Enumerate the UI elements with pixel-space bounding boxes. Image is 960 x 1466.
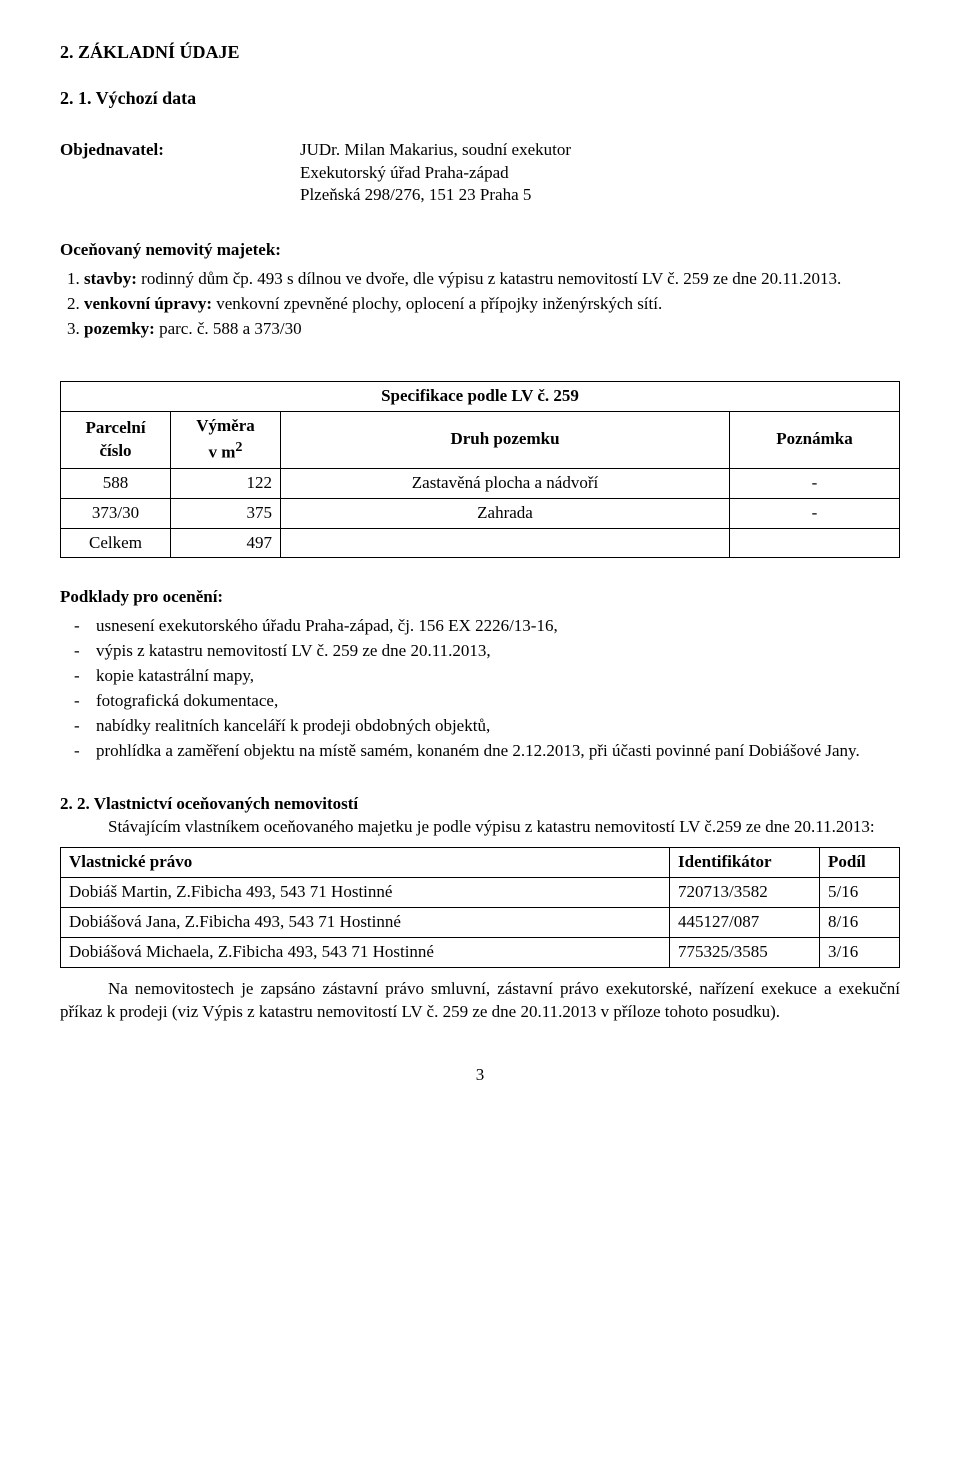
table-row: Dobiášová Michaela, Z.Fibicha 493, 543 7… — [61, 937, 900, 967]
objednavatel-line2: Exekutorský úřad Praha-západ — [300, 162, 900, 185]
closing-paragraph: Na nemovitostech je zapsáno zástavní prá… — [60, 978, 900, 1024]
objednavatel-line3: Plzeňská 298/276, 151 23 Praha 5 — [300, 184, 900, 207]
list-item: usnesení exekutorského úřadu Praha-západ… — [74, 615, 900, 638]
table-row: 373/30 375 Zahrada - — [61, 498, 900, 528]
objednavatel-label: Objednavatel: — [60, 139, 300, 208]
section-heading: 2. ZÁKLADNÍ ÚDAJE — [60, 40, 900, 64]
own-th-podil: Podíl — [820, 847, 900, 877]
majetek-rest: parc. č. 588 a 373/30 — [155, 319, 302, 338]
objednavatel-line1: JUDr. Milan Makarius, soudní exekutor — [300, 139, 900, 162]
cell: Celkem — [61, 528, 171, 558]
cell: 122 — [171, 468, 281, 498]
cell: 375 — [171, 498, 281, 528]
cell — [730, 528, 900, 558]
majetek-rest: rodinný dům čp. 493 s dílnou ve dvoře, d… — [137, 269, 841, 288]
list-item: výpis z katastru nemovitostí LV č. 259 z… — [74, 640, 900, 663]
cell: 8/16 — [820, 907, 900, 937]
spec-table: Specifikace podle LV č. 259 Parcelní čís… — [60, 381, 900, 558]
cell: - — [730, 498, 900, 528]
page-number: 3 — [60, 1064, 900, 1087]
th-text: v m — [209, 443, 236, 462]
majetek-list: stavby: rodinný dům čp. 493 s dílnou ve … — [60, 268, 900, 341]
cell: 775325/3585 — [670, 937, 820, 967]
own-th-ident: Identifikátor — [670, 847, 820, 877]
table-row: Dobiášová Jana, Z.Fibicha 493, 543 71 Ho… — [61, 907, 900, 937]
cell: Dobiášová Jana, Z.Fibicha 493, 543 71 Ho… — [61, 907, 670, 937]
table-row: Celkem 497 — [61, 528, 900, 558]
table-row: 588 122 Zastavěná plocha a nádvoří - — [61, 468, 900, 498]
list-item: kopie katastrální mapy, — [74, 665, 900, 688]
cell: 445127/087 — [670, 907, 820, 937]
th-sup: 2 — [235, 439, 242, 455]
majetek-label: Oceňovaný nemovitý majetek: — [60, 239, 900, 262]
cell: 497 — [171, 528, 281, 558]
majetek-prefix: venkovní úpravy: — [84, 294, 212, 313]
spec-th-druh: Druh pozemku — [281, 412, 730, 469]
cell: 5/16 — [820, 877, 900, 907]
list-item: fotografická dokumentace, — [74, 690, 900, 713]
table-row: Dobiáš Martin, Z.Fibicha 493, 543 71 Hos… — [61, 877, 900, 907]
majetek-prefix: pozemky: — [84, 319, 155, 338]
cell: 720713/3582 — [670, 877, 820, 907]
spec-th-vymera: Výměra v m2 — [171, 412, 281, 469]
ownership-table: Vlastnické právo Identifikátor Podíl Dob… — [60, 847, 900, 968]
cell: - — [730, 468, 900, 498]
majetek-item: venkovní úpravy: venkovní zpevněné ploch… — [84, 293, 900, 316]
th-text: Výměra — [196, 416, 255, 435]
own-th-pravo: Vlastnické právo — [61, 847, 670, 877]
th-text: Parcelní — [85, 418, 145, 437]
cell — [281, 528, 730, 558]
majetek-item: pozemky: parc. č. 588 a 373/30 — [84, 318, 900, 341]
cell: Zahrada — [281, 498, 730, 528]
majetek-rest: venkovní zpevněné plochy, oplocení a pří… — [212, 294, 662, 313]
cell: 373/30 — [61, 498, 171, 528]
spec-th-poznamka: Poznámka — [730, 412, 900, 469]
cell: Zastavěná plocha a nádvoří — [281, 468, 730, 498]
podklady-title: Podklady pro ocenění: — [60, 586, 900, 609]
spec-th-parcelni: Parcelní číslo — [61, 412, 171, 469]
vlastnictvi-heading: 2. 2. Vlastnictví oceňovaných nemovitost… — [60, 794, 358, 813]
cell: 3/16 — [820, 937, 900, 967]
majetek-prefix: stavby: — [84, 269, 137, 288]
majetek-item: stavby: rodinný dům čp. 493 s dílnou ve … — [84, 268, 900, 291]
vlastnictvi-block: 2. 2. Vlastnictví oceňovaných nemovitost… — [60, 793, 900, 839]
list-item: nabídky realitních kanceláří k prodeji o… — [74, 715, 900, 738]
vlastnictvi-intro: Stávajícím vlastníkem oceňovaného majetk… — [60, 816, 875, 839]
subsection-heading: 2. 1. Výchozí data — [60, 86, 900, 110]
spec-caption: Specifikace podle LV č. 259 — [61, 382, 900, 412]
cell: Dobiáš Martin, Z.Fibicha 493, 543 71 Hos… — [61, 877, 670, 907]
podklady-list: usnesení exekutorského úřadu Praha-západ… — [60, 615, 900, 763]
list-item: prohlídka a zaměření objektu na místě sa… — [74, 740, 900, 763]
cell: 588 — [61, 468, 171, 498]
cell: Dobiášová Michaela, Z.Fibicha 493, 543 7… — [61, 937, 670, 967]
th-text: číslo — [99, 441, 131, 460]
